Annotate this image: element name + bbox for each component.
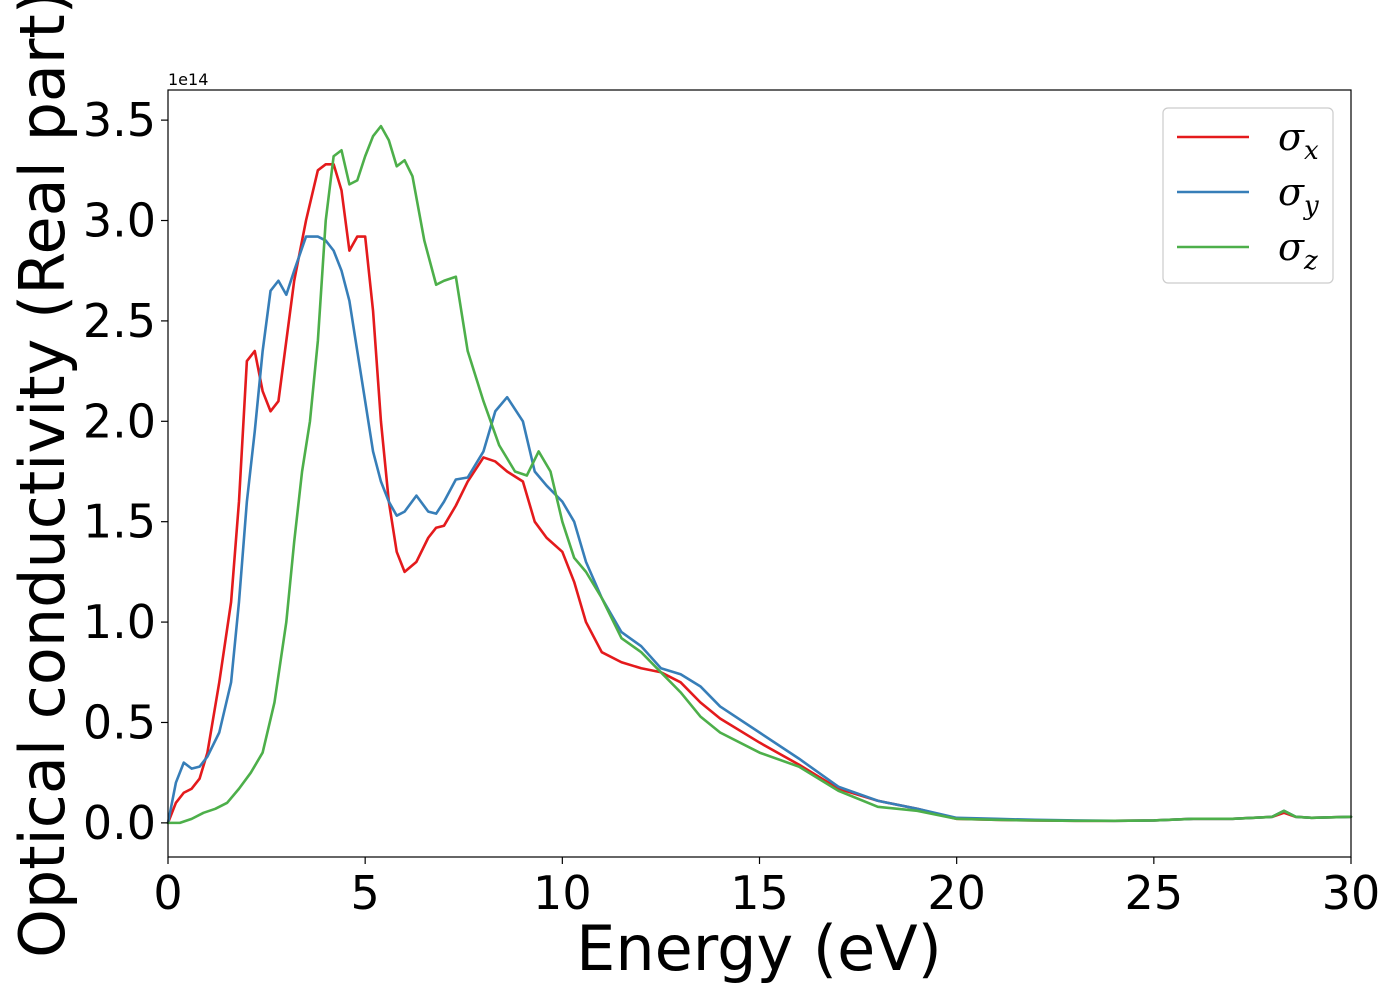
x-tick-label: 0 [153,866,182,920]
y-tick-label: 1.5 [83,495,156,549]
y-tick-label: 3.0 [83,194,156,248]
x-axis-label: Energy (eV) [576,912,942,985]
x-tick-label: 5 [351,866,380,920]
legend-label-x: σx [1278,115,1319,166]
y-tick-label: 0.5 [83,695,156,749]
legend-frame [1162,107,1334,284]
x-tick-label: 15 [730,866,789,920]
legend-label-y: σy [1278,170,1319,221]
y-tick-label: 3.5 [83,93,156,147]
y-tick-label: 1.0 [83,595,156,649]
series-layer [166,124,1353,825]
x-axis-ticks: 0 5 10 15 20 25 30 [153,857,1380,920]
legend-label-z: σz [1278,225,1318,276]
y-axis-ticks: 0.0 0.5 1.0 1.5 2.0 2.5 3.0 3.5 [83,93,168,850]
y-tick-label: 2.5 [83,294,156,348]
x-tick-label: 20 [927,866,986,920]
y-tick-label: 0.0 [83,796,156,850]
x-tick-label: 30 [1322,866,1381,920]
y-tick-label: 2.0 [83,394,156,448]
x-tick-label: 10 [533,866,592,920]
series-line-z [166,124,1353,825]
y-axis-offset-label: 1e14 [168,70,208,89]
y-axis-label: Optical conductivity (Real part) [6,0,79,958]
x-tick-label: 25 [1125,866,1184,920]
